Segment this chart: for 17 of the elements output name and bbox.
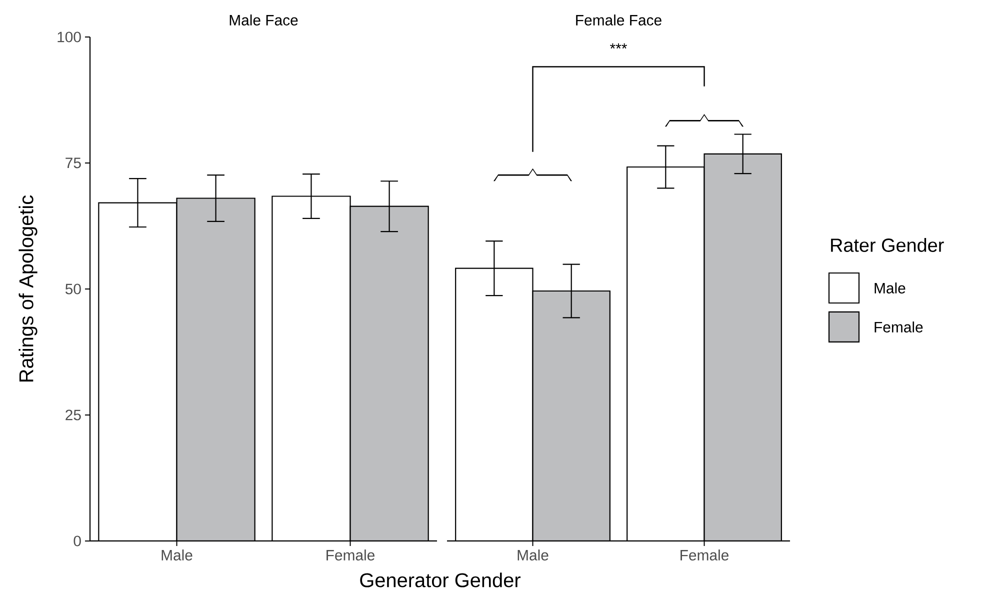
legend-title: Rater Gender (831, 238, 944, 252)
legend-label: Male (874, 282, 906, 294)
y-axis-title: Ratings of Apologetic (18, 195, 38, 382)
x-tick-label: Female (326, 550, 374, 560)
y-tick-label: 50 (65, 284, 81, 294)
annotation: *** (610, 43, 627, 49)
y-tick-label: 0 (74, 536, 81, 546)
y-tick-label: 75 (66, 158, 81, 168)
x-axis-title: Generator Gender (360, 572, 520, 588)
y-tick-label: 25 (66, 410, 81, 420)
x-tick-label: Male (162, 550, 192, 560)
x-tick-label: Female (680, 550, 728, 560)
legend-label: Female (874, 322, 923, 332)
chart-title: Female Face (576, 14, 662, 26)
x-tick-label: Male (518, 550, 548, 560)
chart-title: Male Face (230, 14, 298, 26)
y-tick-label: 100 (58, 32, 81, 42)
